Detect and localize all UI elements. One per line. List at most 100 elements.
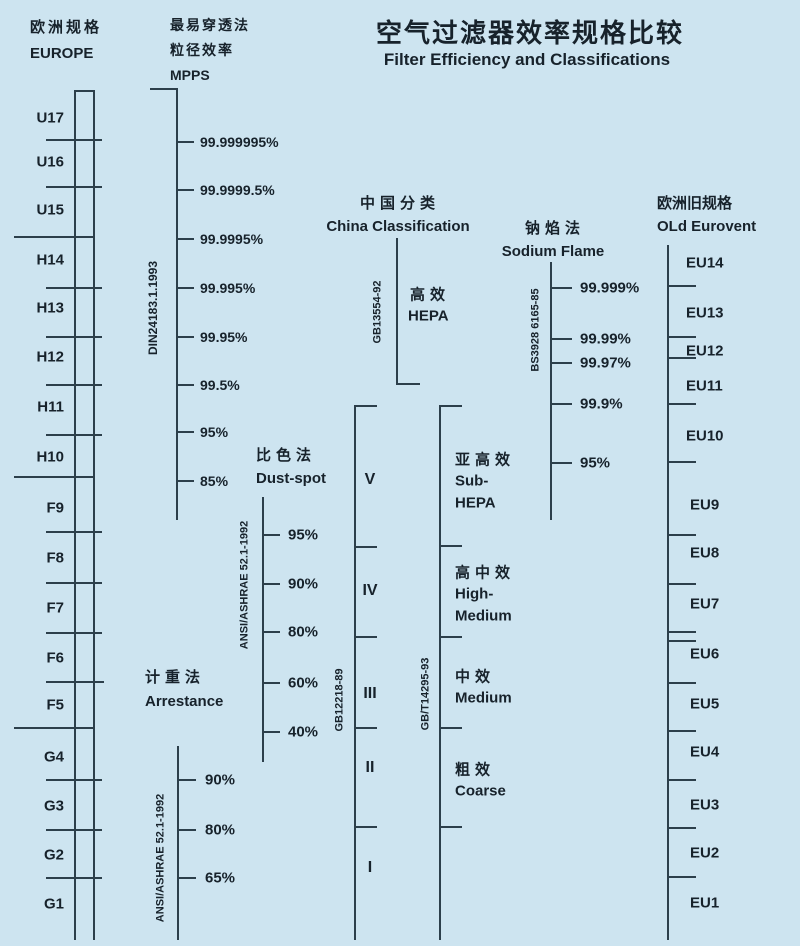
eurovent-tick [669, 876, 696, 878]
mpps-tick [178, 238, 194, 240]
europe-grade-label: F6 [46, 649, 64, 667]
europe-grade-label: U16 [36, 153, 64, 171]
mpps-tick [178, 431, 194, 433]
arrestance-header-en: Arrestance [145, 693, 224, 710]
china-class-label-zh: 粗效 [455, 761, 496, 779]
europe-grade-label: H12 [36, 348, 64, 366]
eurovent-grade-label: EU5 [690, 695, 720, 713]
europe-grade-label: H14 [36, 251, 64, 269]
eurovent-header-zh: 欧洲旧规格 [657, 195, 733, 212]
china-class-label-en: HEPA [455, 494, 496, 512]
sodium-tick [552, 462, 572, 464]
china-roman-line [354, 405, 356, 940]
mpps-tick [178, 287, 194, 289]
sodium-tick [552, 362, 572, 364]
europe-tick [46, 186, 102, 188]
sodium-tick [552, 287, 572, 289]
mpps-top-tick [150, 88, 177, 90]
europe-grade-label: G2 [43, 846, 64, 864]
europe-scale-top-cap [74, 90, 95, 92]
europe-scale-line-right [93, 90, 95, 940]
eurovent-grade-label: EU12 [686, 342, 724, 360]
sodium-tick [552, 403, 572, 405]
eurovent-tick [669, 730, 696, 732]
china-roman-numeral: IV [362, 582, 378, 599]
europe-grade-label: H13 [36, 299, 64, 317]
eurovent-grade-label: EU9 [690, 496, 720, 514]
mpps-tick [178, 141, 194, 143]
arrestance-tick [179, 877, 196, 879]
eurovent-tick [669, 827, 696, 829]
europe-scale-line-left [74, 90, 76, 940]
china-classes-tick [439, 545, 462, 547]
europe-tick [46, 336, 102, 338]
mpps-value: 85% [200, 473, 229, 489]
china-class-label-en: Coarse [455, 782, 506, 800]
eurovent-grade-label: EU7 [690, 595, 720, 613]
page-subtitle: Filter Efficiency and Classifications [383, 50, 671, 69]
europe-group-divider [14, 236, 95, 238]
china-classes-tick [439, 826, 462, 828]
eurovent-grade-label: EU11 [686, 377, 723, 395]
china-roman-standard-label: GB12218-89 [333, 668, 346, 732]
china-hepa-label-en: HEPA [408, 307, 449, 325]
eurovent-tick [669, 682, 696, 684]
sodium-standard-label: BS3928 6165-85 [529, 288, 542, 372]
eurovent-tick [669, 640, 696, 642]
mpps-value: 95% [200, 424, 229, 440]
eurovent-header-en: OLd Eurovent [657, 218, 757, 235]
china-roman-tick [354, 636, 377, 638]
china-class-label-en: Medium [455, 607, 512, 625]
eurovent-grade-label: EU13 [686, 304, 724, 322]
mpps-header-zh1: 最易穿透法 [170, 17, 250, 33]
china-hepa-label-zh: 高效 [410, 286, 451, 304]
europe-grade-label: U15 [36, 201, 64, 219]
dust-spot-header-en: Dust-spot [256, 470, 326, 487]
europe-tick [46, 531, 102, 533]
eurovent-tick [669, 336, 696, 338]
china-roman-numeral: III [363, 685, 377, 702]
arrestance-value: 65% [205, 869, 236, 887]
dust-spot-value: 90% [288, 575, 319, 593]
mpps-tick [178, 384, 194, 386]
europe-grade-label: F5 [46, 696, 64, 714]
mpps-standard-label: DIN24183.1.1993 [146, 260, 160, 356]
china-roman-numeral: V [364, 471, 376, 488]
china-roman-tick [354, 727, 377, 729]
china-classes-tick [439, 727, 462, 729]
dust-spot-tick [264, 534, 280, 536]
dust-spot-tick [264, 631, 280, 633]
china-classes-top-hook [439, 405, 462, 407]
eurovent-grade-label: EU3 [690, 796, 720, 814]
dust-spot-standard-label: ANSI/ASHRAE 52.1-1992 [238, 520, 251, 650]
china-header-zh: 中国分类 [359, 195, 441, 212]
europe-tick [46, 681, 104, 683]
dust-spot-header-zh: 比色法 [256, 447, 317, 464]
china-classes-standard-label: GB/T14295-93 [419, 657, 432, 731]
sodium-header-zh: 钠焰法 [524, 220, 586, 237]
china-roman-tick [354, 826, 377, 828]
mpps-tick [178, 189, 194, 191]
china-classes-line [439, 405, 441, 940]
sodium-value: 99.97% [580, 354, 631, 372]
europe-group-divider [14, 727, 95, 729]
europe-grade-label: H11 [37, 398, 64, 416]
arrestance-value: 80% [205, 821, 236, 839]
mpps-tick [178, 336, 194, 338]
europe-header-zh: 欧洲规格 [30, 19, 103, 36]
mpps-tick [178, 480, 194, 482]
mpps-value: 99.995% [200, 280, 256, 296]
eurovent-grade-label: EU2 [690, 844, 720, 862]
china-class-label-zh: 高中效 [455, 564, 516, 582]
dust-spot-tick [264, 731, 280, 733]
china-classes-tick [439, 636, 462, 638]
sodium-value: 99.9% [580, 395, 623, 413]
arrestance-tick [179, 829, 196, 831]
eurovent-tick [669, 285, 696, 287]
china-header-en: China Classification [326, 218, 470, 235]
dust-spot-value: 95% [288, 526, 319, 544]
europe-tick [46, 877, 102, 879]
china-hepa-standard-label: GB13554-92 [371, 280, 384, 344]
eurovent-scale-line [667, 245, 669, 940]
mpps-value: 99.5% [200, 377, 240, 393]
